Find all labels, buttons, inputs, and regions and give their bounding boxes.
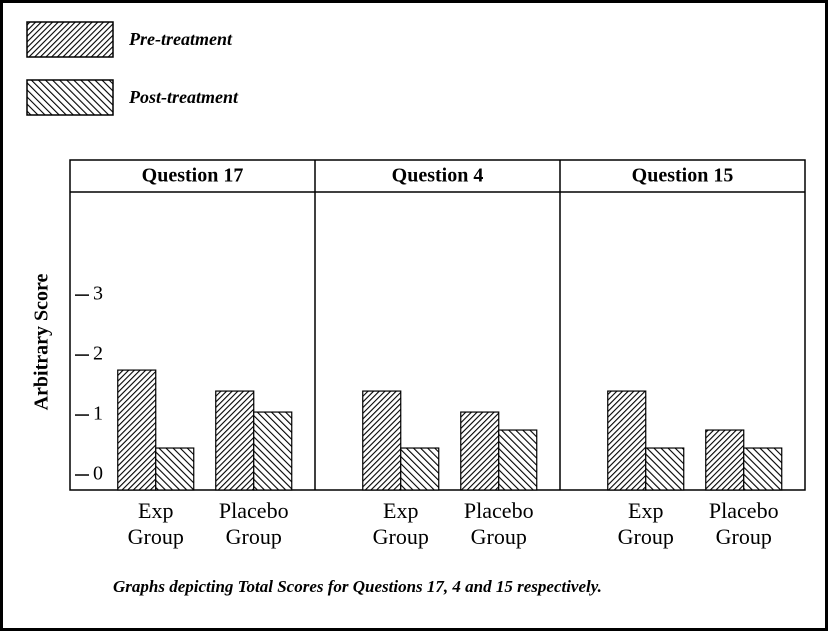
bar <box>117 369 157 491</box>
category-label: Exp Group <box>617 498 674 549</box>
category-label: Exp Group <box>127 498 184 549</box>
bar <box>498 429 538 491</box>
category-label: Placebo Group <box>218 498 289 549</box>
panel-title: Question 17 <box>142 165 244 187</box>
y-axis-label: Arbitrary Score <box>31 273 53 410</box>
y-tick-label: 1 <box>93 403 103 425</box>
bar <box>460 411 500 491</box>
y-tick-label: 2 <box>93 343 103 365</box>
category-label: Exp Group <box>372 498 429 549</box>
y-tick-label: 0 <box>93 463 103 485</box>
caption: Graphs depicting Total Scores for Questi… <box>113 577 602 596</box>
category-label: Placebo Group <box>708 498 779 549</box>
bar <box>645 447 685 491</box>
legend-swatch <box>26 21 114 58</box>
bar <box>400 447 440 491</box>
category-label: Placebo Group <box>463 498 534 549</box>
bar <box>705 429 745 491</box>
panel-title: Question 15 <box>632 165 734 187</box>
chart: Arbitrary Score Graphs depicting Total S… <box>26 21 806 596</box>
legend-label: Post-treatment <box>128 87 239 107</box>
plot-frame <box>69 159 806 491</box>
y-tick-label: 3 <box>93 283 103 305</box>
bar <box>743 447 783 491</box>
legend-swatch <box>26 79 114 116</box>
bar <box>607 390 647 491</box>
bar <box>155 447 195 491</box>
bar <box>362 390 402 491</box>
panel-title: Question 4 <box>392 165 484 187</box>
bar <box>253 411 293 491</box>
bar <box>215 390 255 491</box>
legend-label: Pre-treatment <box>128 29 233 49</box>
